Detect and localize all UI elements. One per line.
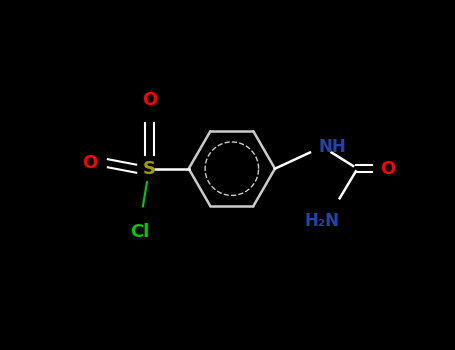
Text: NH: NH: [318, 138, 346, 156]
Text: H₂N: H₂N: [305, 212, 339, 230]
Text: O: O: [142, 91, 157, 110]
Text: O: O: [82, 154, 97, 172]
Text: O: O: [380, 160, 395, 178]
Text: Cl: Cl: [131, 223, 150, 240]
Text: S: S: [143, 160, 156, 178]
